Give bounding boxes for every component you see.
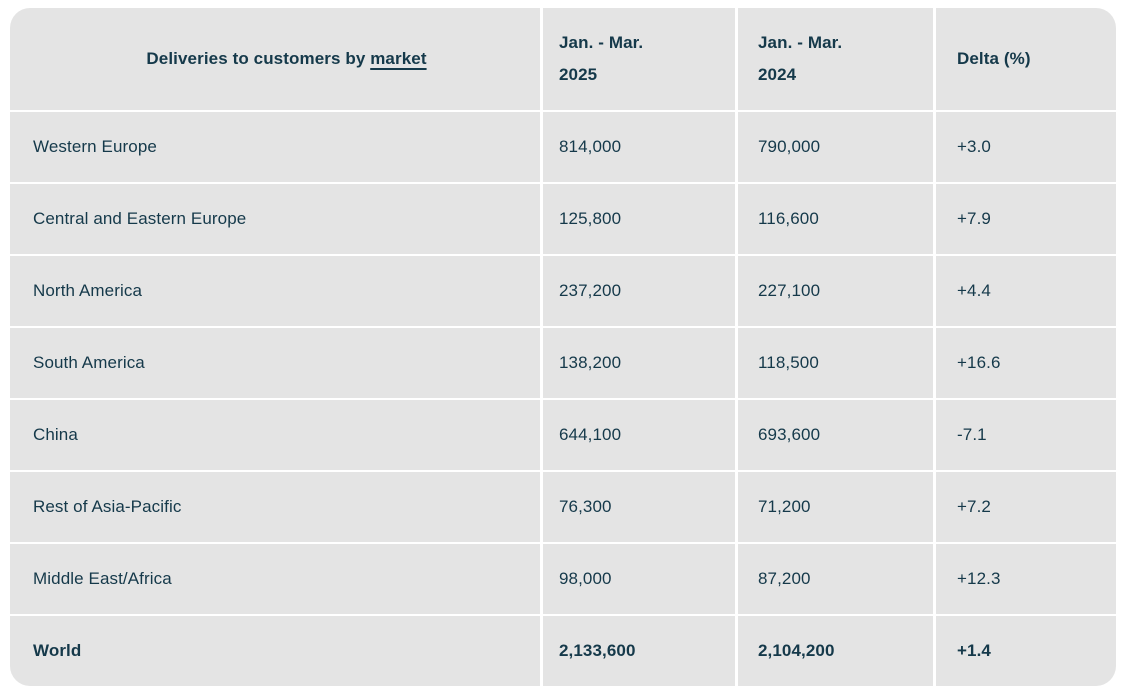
header-2025-line2: 2025 [559, 65, 598, 84]
value-2024-cell: 71,200 [738, 472, 933, 542]
header-cell-2025: Jan. - Mar. 2025 [543, 8, 735, 110]
value-2024-cell: 87,200 [738, 544, 933, 614]
value-2024-cell: 790,000 [738, 112, 933, 182]
header-2025-line1: Jan. - Mar. [559, 33, 644, 52]
value-2025-cell: 814,000 [543, 112, 735, 182]
value-2024-cell: 2,104,200 [738, 616, 933, 686]
market-cell: Middle East/Africa [10, 544, 540, 614]
header-delta-line1: Delta (%) [957, 49, 1031, 68]
delta-cell: +1.4 [936, 616, 1116, 686]
delta-cell: +7.9 [936, 184, 1116, 254]
value-2025-cell: 2,133,600 [543, 616, 735, 686]
header-cell-title: Deliveries to customers by market [10, 8, 540, 110]
market-cell: World [10, 616, 540, 686]
table-title: Deliveries to customers by [146, 48, 366, 68]
market-cell: South America [10, 328, 540, 398]
value-2025-cell: 644,100 [543, 400, 735, 470]
market-cell: Rest of Asia-Pacific [10, 472, 540, 542]
value-2025-cell: 76,300 [543, 472, 735, 542]
market-link[interactable]: market [370, 48, 427, 68]
value-2025-cell: 237,200 [543, 256, 735, 326]
delta-cell: +3.0 [936, 112, 1116, 182]
header-cell-delta: Delta (%) [936, 8, 1116, 110]
delta-cell: +4.4 [936, 256, 1116, 326]
header-cell-2024: Jan. - Mar. 2024 [738, 8, 933, 110]
value-2024-cell: 116,600 [738, 184, 933, 254]
delta-cell: +12.3 [936, 544, 1116, 614]
delta-cell: -7.1 [936, 400, 1116, 470]
market-cell: Western Europe [10, 112, 540, 182]
header-2024-line1: Jan. - Mar. [758, 33, 843, 52]
deliveries-table-card: Deliveries to customers by market Jan. -… [10, 8, 1116, 686]
value-2024-cell: 227,100 [738, 256, 933, 326]
delta-cell: +16.6 [936, 328, 1116, 398]
deliveries-table: Deliveries to customers by market Jan. -… [10, 8, 1116, 686]
market-cell: North America [10, 256, 540, 326]
market-cell: Central and Eastern Europe [10, 184, 540, 254]
header-2024-line2: 2024 [758, 65, 797, 84]
value-2024-cell: 693,600 [738, 400, 933, 470]
value-2025-cell: 98,000 [543, 544, 735, 614]
value-2025-cell: 138,200 [543, 328, 735, 398]
delta-cell: +7.2 [936, 472, 1116, 542]
value-2024-cell: 118,500 [738, 328, 933, 398]
value-2025-cell: 125,800 [543, 184, 735, 254]
market-cell: China [10, 400, 540, 470]
